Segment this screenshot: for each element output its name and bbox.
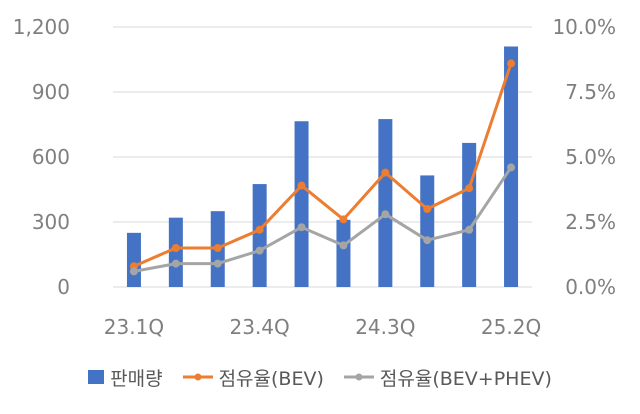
point-share-bev-phev [255, 246, 264, 255]
legend-item-share-bev: 점유율(BEV) [182, 364, 324, 391]
point-share-bev-phev [381, 210, 390, 219]
x-tick-label: 23.1Q [104, 315, 164, 339]
point-share-bev-phev [129, 267, 138, 276]
y-right-tick-label: 2.5% [565, 210, 616, 234]
y-left-tick-label: 600 [32, 145, 70, 169]
x-tick-label: 25.2Q [481, 315, 541, 339]
y-right-tick-label: 0.0% [565, 275, 616, 299]
point-share-bev [255, 225, 264, 234]
line-share-bev-phev [133, 166, 513, 273]
legend-swatch-share-bev [182, 373, 213, 381]
legend-swatch-sales [88, 370, 105, 384]
point-share-bev-phev [297, 223, 306, 232]
point-share-bev [423, 205, 432, 213]
y-left-tick-label: 900 [32, 80, 70, 104]
y-left-tick-label: 0 [57, 275, 70, 299]
y-right-tick-label: 10.0% [552, 15, 616, 39]
bar-sales [336, 219, 351, 287]
point-share-bev-phev [171, 259, 180, 268]
bar-sales [126, 232, 141, 287]
chart: 0 0.0% 300 2.5% 600 5.0% 900 7.5% 1,200 10.0% 23.1… [13, 15, 616, 339]
point-share-bev-phev [339, 241, 348, 250]
y-right-tick-label: 7.5% [565, 80, 616, 104]
point-share-bev-phev [213, 259, 222, 268]
bar-sales [462, 142, 477, 287]
bar-sales [420, 175, 435, 287]
point-share-bev [381, 168, 390, 177]
y-left-tick-label: 1,200 [13, 15, 70, 39]
legend-item-sales: 판매량 [88, 364, 163, 391]
legend-item-share-bev-phev: 점유율(BEV+PHEV) [343, 364, 552, 391]
legend-label-sales: 판매량 [110, 367, 163, 390]
point-share-bev [339, 215, 348, 224]
point-share-bev-phev [465, 225, 474, 234]
bar-sales [378, 119, 393, 287]
point-share-bev-phev [507, 163, 516, 172]
chart-legend: 판매량 점유율(BEV) 점유율(BEV+PHEV) [0, 360, 640, 394]
point-share-bev [465, 184, 474, 193]
y-right-tick-label: 5.0% [565, 145, 616, 169]
point-share-bev [507, 59, 516, 68]
bar-sales [252, 184, 267, 287]
line-share-bev [133, 62, 513, 268]
y-left-tick-label: 300 [32, 210, 70, 234]
point-share-bev-phev [423, 236, 432, 245]
x-tick-label: 23.4Q [230, 315, 290, 339]
point-share-bev [297, 181, 306, 190]
bar-sales [168, 217, 183, 287]
legend-label-share-bev-phev: 점유율(BEV+PHEV) [379, 367, 552, 390]
legend-swatch-share-bev-phev [343, 373, 374, 381]
legend-label-share-bev: 점유율(BEV) [218, 367, 324, 390]
x-tick-label: 24.3Q [355, 315, 415, 339]
point-share-bev [171, 244, 180, 252]
bar-sales [294, 121, 309, 287]
point-share-bev [213, 244, 222, 252]
